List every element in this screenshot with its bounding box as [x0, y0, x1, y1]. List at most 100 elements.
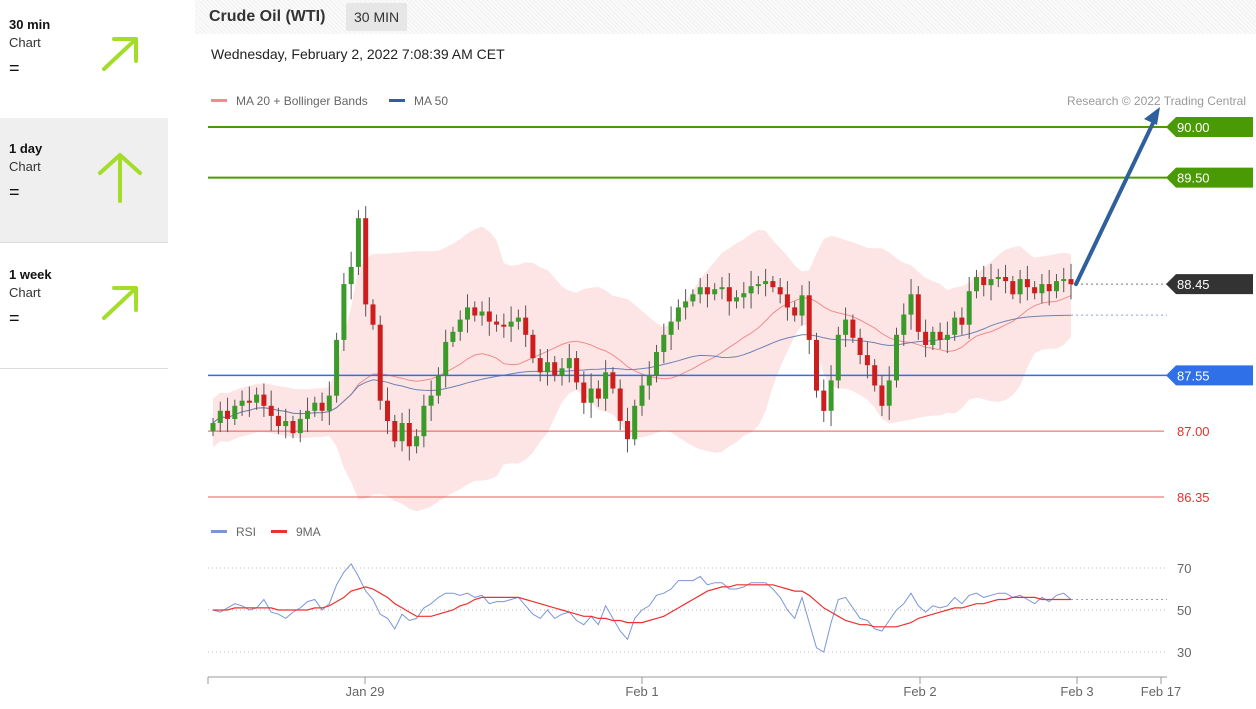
candle-body [995, 277, 1001, 279]
candle-body [297, 418, 303, 434]
candle-body [748, 286, 754, 294]
candle-body [217, 410, 223, 423]
timeframe-30min-card[interactable]: 30 min Chart = [0, 0, 168, 125]
candle-body [741, 293, 747, 298]
candle-body [784, 294, 790, 308]
legend-ma50-swatch [389, 99, 405, 102]
candle-body [639, 385, 645, 406]
level-tag [1166, 365, 1253, 386]
timeframe-sub: Chart [9, 285, 41, 300]
legend-ma20-swatch [211, 99, 227, 102]
chart-header: Crude Oil (WTI) 30 MIN [195, 0, 1256, 34]
candle-body [246, 400, 252, 403]
candle-body [377, 324, 383, 401]
candle-body [792, 307, 798, 316]
candle-body [974, 277, 979, 292]
candle-body [675, 307, 681, 322]
timeframe-1day-card[interactable]: 1 day Chart = [0, 118, 168, 243]
candle-body [603, 372, 609, 399]
candle-body [734, 297, 739, 302]
candle-body [305, 410, 310, 419]
candle-body [254, 394, 260, 403]
candle-body [654, 352, 659, 376]
legend-rsi-swatch [211, 530, 227, 533]
up-right-arrow-icon [102, 37, 138, 71]
candle-body [283, 421, 289, 427]
up-arrow-icon [98, 153, 142, 203]
candle-body [952, 317, 958, 335]
timeframe-1week-card[interactable]: 1 week Chart = [0, 244, 168, 369]
candle-body [726, 287, 732, 302]
candle-body [777, 287, 783, 295]
research-credit: Research © 2022 Trading Central [1067, 94, 1246, 108]
candle-body [843, 319, 849, 335]
candle-body [465, 307, 470, 320]
candle-body [704, 287, 710, 295]
candle-body [864, 355, 870, 366]
candle-body [530, 334, 536, 359]
candle-body [661, 334, 667, 352]
chart-datetime: Wednesday, February 2, 2022 7:08:39 AM C… [211, 46, 505, 62]
candle-body [457, 319, 463, 332]
candle-body [341, 284, 347, 340]
rsi-tick-label: 30 [1177, 645, 1191, 660]
candle-body [595, 388, 601, 399]
level-tag [1166, 167, 1253, 188]
candle-body [494, 321, 500, 325]
candle-body [1046, 284, 1052, 292]
candle-body [472, 307, 478, 316]
candle-body [406, 423, 412, 447]
level-label: 88.45 [1177, 277, 1210, 292]
forecast-arrow-line [1074, 119, 1156, 287]
rsi-9ma-line [213, 584, 1071, 628]
candle-body [275, 415, 281, 426]
candle-body [486, 311, 492, 322]
timeframe-sidebar: 30 min Chart = 1 day Chart = 1 week Char… [0, 0, 168, 371]
legend-ma20-label: MA 20 + Bollinger Bands [236, 94, 368, 108]
candle-body [588, 388, 594, 403]
candle-body [763, 281, 769, 285]
candle-body [719, 287, 725, 290]
candle-body [1068, 279, 1074, 285]
ma20-line [212, 295, 1072, 424]
candle-body [435, 375, 441, 396]
candle-body [210, 423, 216, 432]
candle-body [312, 402, 318, 411]
candle-body [850, 319, 856, 338]
candle-body [697, 287, 703, 295]
level-label: 89.50 [1177, 171, 1210, 186]
level-tag [1166, 117, 1253, 137]
candle-body [552, 362, 558, 376]
candle-body [581, 382, 587, 403]
candle-body [479, 311, 485, 316]
candle-body [414, 436, 420, 447]
timeframe-badge[interactable]: 30 MIN [346, 3, 408, 31]
candle-body [537, 358, 543, 373]
candle-body [515, 317, 521, 322]
legend-9ma-label: 9MA [296, 525, 321, 539]
candle-body [1061, 279, 1067, 282]
candle-body [326, 395, 332, 411]
candle-body [632, 405, 638, 440]
candle-body [399, 423, 405, 442]
candle-body [1017, 279, 1023, 295]
candle-body [806, 295, 812, 340]
candle-body [421, 405, 427, 437]
candle-body [814, 339, 819, 391]
candle-body [559, 368, 565, 376]
candle-body [828, 380, 834, 411]
candle-body [966, 291, 972, 325]
candle-body [981, 277, 987, 286]
candle-body [545, 362, 550, 373]
candle-body [923, 331, 929, 345]
timeframe-label: 1 day [9, 141, 43, 156]
candle-body [1039, 284, 1045, 294]
rsi-line [212, 562, 1072, 653]
up-right-arrow-icon [102, 286, 138, 320]
candle-body [319, 402, 325, 411]
instrument-title: Crude Oil (WTI) [209, 8, 326, 25]
candle-body [232, 405, 238, 419]
x-tick-label: Feb 1 [625, 684, 658, 699]
candle-body [355, 218, 361, 267]
candle-body [443, 341, 449, 376]
